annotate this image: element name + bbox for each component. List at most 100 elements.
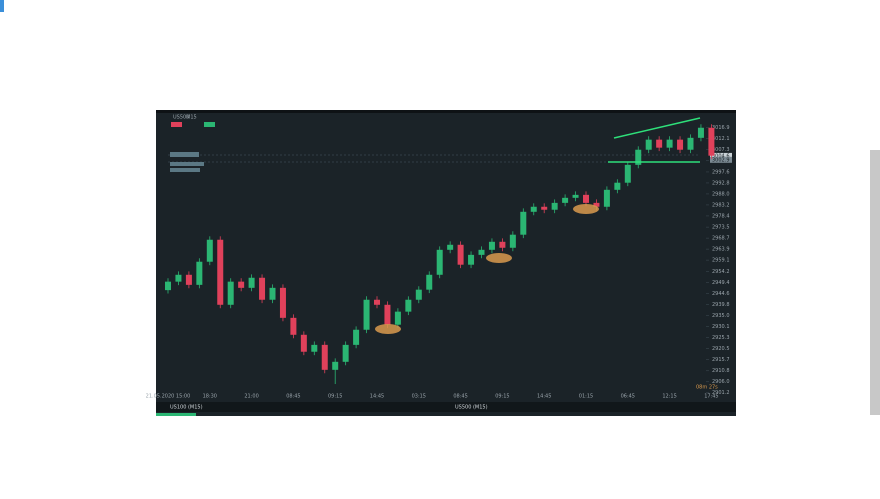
candle-body xyxy=(175,274,182,282)
y-tick-label: 2906.0 xyxy=(712,379,730,385)
highlight-ellipse xyxy=(486,253,512,263)
x-tick-label: 09:15 xyxy=(328,394,342,400)
symbol: US500 xyxy=(173,115,189,121)
x-tick-label: 12:15 xyxy=(662,394,676,400)
candle-body xyxy=(447,244,454,250)
candle-body xyxy=(279,287,286,318)
candle-body xyxy=(342,344,349,362)
y-tick-label: 2959.1 xyxy=(712,258,730,264)
candle-body xyxy=(530,206,537,212)
candle-body xyxy=(311,344,318,352)
y-tick-label: 2925.3 xyxy=(712,335,730,341)
candle-body xyxy=(374,299,380,305)
candle-body xyxy=(488,241,495,250)
y-tick-label: 2988.0 xyxy=(712,191,730,197)
y-tick-label: 2968.7 xyxy=(712,236,730,242)
y-tick-label: 3016.9 xyxy=(712,125,730,131)
candle-body xyxy=(708,127,715,156)
candle-body xyxy=(196,261,203,285)
y-tick-label: 2997.6 xyxy=(712,169,730,175)
y-tick-label: 2920.5 xyxy=(712,346,730,352)
candle-body xyxy=(635,149,642,165)
candle-body xyxy=(697,127,704,138)
price-tag xyxy=(710,156,732,163)
x-tick-label: 17:45 xyxy=(704,394,718,400)
candle-body xyxy=(593,202,600,207)
candle-body xyxy=(248,277,255,288)
candle-body xyxy=(656,139,663,148)
y-tick-label: 2939.8 xyxy=(712,302,730,308)
candle-body xyxy=(509,234,516,248)
y-tick-label: 3007.3 xyxy=(712,147,730,153)
candle-body xyxy=(394,311,401,325)
y-tick-label: 2973.5 xyxy=(712,225,730,231)
y-tick-label: 2935.0 xyxy=(712,313,730,319)
price-tag-label: 3004.6 xyxy=(712,153,730,159)
trend-line[interactable] xyxy=(613,117,701,139)
candle-body xyxy=(624,164,631,183)
x-tick-label: 21:00 xyxy=(244,394,258,400)
candle-body xyxy=(457,244,464,265)
y-tick-label: 2983.2 xyxy=(712,202,730,208)
candle-body xyxy=(259,277,266,300)
candle-body xyxy=(227,281,234,305)
candle-body xyxy=(468,254,475,265)
order-tag[interactable] xyxy=(170,152,199,157)
y-tick-label: 2930.1 xyxy=(712,324,730,330)
candle-body xyxy=(426,274,433,290)
y-tick-label: 2901.2 xyxy=(712,390,730,396)
x-tick-label: 18:30 xyxy=(203,394,217,400)
timeframe: M15 xyxy=(186,115,197,121)
scrollbar[interactable] xyxy=(870,150,880,415)
countdown: 08m 27s xyxy=(696,385,718,391)
tab[interactable]: US500 (M15) xyxy=(455,405,488,411)
x-tick-label: 08:45 xyxy=(453,394,467,400)
x-tick-label: 06:45 xyxy=(621,394,635,400)
candle-body xyxy=(185,274,192,285)
candle-body xyxy=(572,194,579,198)
y-tick-label: 2992.8 xyxy=(712,180,730,186)
candle-body xyxy=(520,211,527,235)
x-tick-label: 01:15 xyxy=(579,394,593,400)
chart-window xyxy=(156,110,736,416)
candle-body xyxy=(321,344,328,370)
candle-body xyxy=(405,299,412,312)
candle-body xyxy=(332,361,339,370)
candle-body xyxy=(353,329,360,345)
candle-body xyxy=(583,194,589,203)
price-tag xyxy=(710,152,732,159)
x-tick-label: 08:45 xyxy=(286,394,300,400)
y-tick-label: 2910.8 xyxy=(712,368,730,374)
candle-body xyxy=(206,239,213,262)
tab[interactable]: US100 (M15) xyxy=(170,405,203,411)
candle-body xyxy=(614,182,621,190)
highlight-ellipse xyxy=(573,204,599,214)
sell-button[interactable] xyxy=(171,122,182,127)
candle-body xyxy=(603,189,610,207)
candle-body xyxy=(217,239,224,305)
candle-body xyxy=(165,281,171,291)
x-tick-label: 14:45 xyxy=(370,394,384,400)
top-bar xyxy=(156,110,736,113)
candle-body xyxy=(363,299,370,330)
candle-body xyxy=(478,249,485,255)
candle-body xyxy=(666,139,673,148)
y-tick-label: 2954.2 xyxy=(712,269,730,275)
y-tick-label: 2944.6 xyxy=(712,291,730,297)
corner-icon xyxy=(0,0,4,12)
tab-bar xyxy=(156,402,736,412)
y-tick-label: 2978.4 xyxy=(712,213,730,219)
candle-body xyxy=(677,139,684,150)
order-tag[interactable] xyxy=(170,162,204,166)
candle-body xyxy=(290,317,297,335)
x-tick-label: 14:45 xyxy=(537,394,551,400)
candle-body xyxy=(645,139,652,150)
order-tag[interactable] xyxy=(170,168,200,172)
candle-body xyxy=(436,249,443,275)
buy-button[interactable] xyxy=(204,122,215,127)
candle-body xyxy=(551,202,558,210)
candle-body xyxy=(499,241,506,248)
candle-body xyxy=(300,334,307,352)
